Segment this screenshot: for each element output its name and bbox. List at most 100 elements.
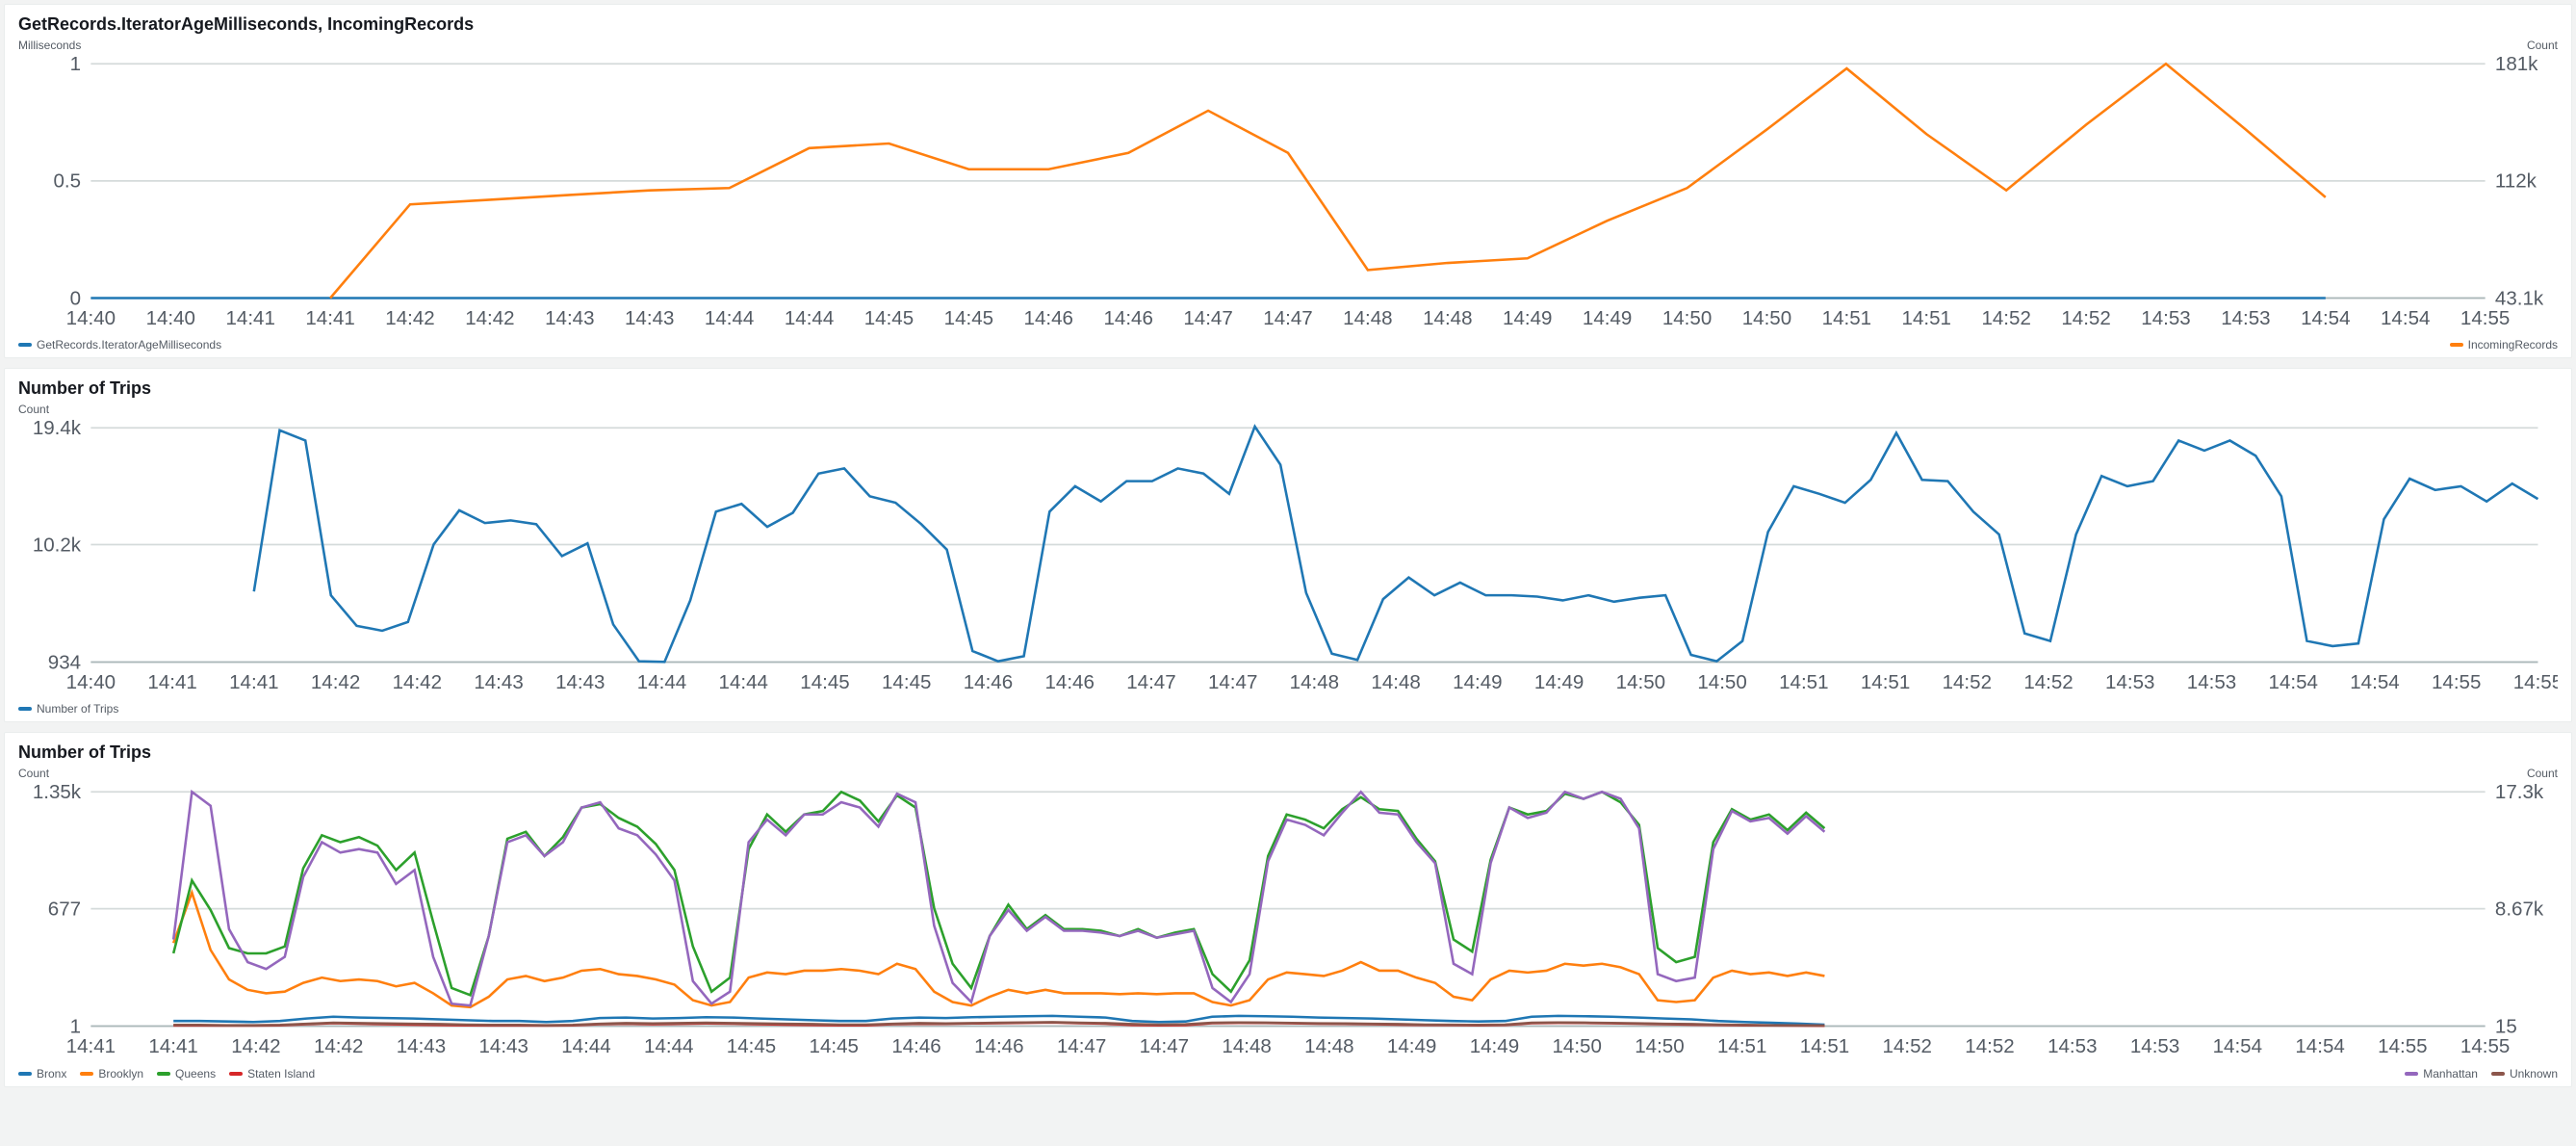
right-axis-label: Count	[2527, 39, 2558, 52]
legend-swatch	[229, 1072, 243, 1076]
svg-text:14:41: 14:41	[66, 1035, 116, 1057]
chart-panel-1: GetRecords.IteratorAgeMilliseconds, Inco…	[4, 4, 2572, 358]
svg-text:14:51: 14:51	[1861, 671, 1910, 693]
svg-text:14:42: 14:42	[385, 307, 434, 329]
svg-text:14:47: 14:47	[1183, 307, 1232, 329]
svg-text:14:43: 14:43	[474, 671, 523, 693]
svg-text:14:52: 14:52	[2023, 671, 2073, 693]
svg-text:14:43: 14:43	[545, 307, 594, 329]
svg-text:14:48: 14:48	[1222, 1035, 1271, 1057]
legend-swatch	[80, 1072, 93, 1076]
svg-text:14:44: 14:44	[637, 671, 686, 693]
svg-text:17.3k: 17.3k	[2495, 782, 2544, 803]
svg-text:14:47: 14:47	[1263, 307, 1312, 329]
svg-text:14:55: 14:55	[2432, 671, 2481, 693]
chart-1[interactable]: 00.5143.1k112k181k14:4014:4014:4114:4114…	[18, 54, 2558, 334]
svg-text:14:49: 14:49	[1387, 1035, 1436, 1057]
svg-text:0.5: 0.5	[54, 170, 82, 193]
svg-text:14:48: 14:48	[1423, 307, 1472, 329]
svg-text:14:46: 14:46	[1044, 671, 1094, 693]
legend-label: Number of Trips	[37, 702, 118, 716]
svg-text:14:45: 14:45	[727, 1035, 776, 1057]
svg-text:14:44: 14:44	[785, 307, 834, 329]
svg-text:14:54: 14:54	[2381, 307, 2430, 329]
legend-item[interactable]: Staten Island	[229, 1067, 315, 1081]
svg-text:14:46: 14:46	[1103, 307, 1152, 329]
svg-text:19.4k: 19.4k	[33, 418, 82, 439]
svg-text:14:42: 14:42	[231, 1035, 280, 1057]
chart-title: Number of Trips	[18, 378, 2558, 399]
svg-text:677: 677	[48, 899, 81, 921]
svg-text:1: 1	[70, 54, 81, 75]
svg-text:14:44: 14:44	[644, 1035, 693, 1057]
svg-text:14:43: 14:43	[555, 671, 605, 693]
svg-text:112k: 112k	[2495, 170, 2537, 193]
legend-swatch	[157, 1072, 170, 1076]
svg-text:14:48: 14:48	[1304, 1035, 1353, 1057]
svg-text:14:45: 14:45	[944, 307, 993, 329]
svg-text:14:47: 14:47	[1126, 671, 1175, 693]
chart-3[interactable]: 16771.35k158.67k17.3k14:4114:4114:4214:4…	[18, 782, 2558, 1062]
legend-swatch	[2450, 343, 2463, 347]
svg-text:14:44: 14:44	[705, 307, 754, 329]
legend-item[interactable]: Brooklyn	[80, 1067, 143, 1081]
svg-text:14:46: 14:46	[1024, 307, 1073, 329]
svg-text:10.2k: 10.2k	[33, 534, 82, 557]
legend-1: GetRecords.IteratorAgeMilliseconds Incom…	[18, 334, 2558, 352]
svg-text:14:55: 14:55	[2378, 1035, 2427, 1057]
svg-text:14:53: 14:53	[2221, 307, 2270, 329]
svg-text:14:54: 14:54	[2213, 1035, 2262, 1057]
svg-text:14:53: 14:53	[2141, 307, 2190, 329]
svg-text:181k: 181k	[2495, 54, 2538, 75]
svg-text:14:41: 14:41	[305, 307, 354, 329]
chart-title: GetRecords.IteratorAgeMilliseconds, Inco…	[18, 14, 2558, 35]
legend-label: IncomingRecords	[2468, 338, 2558, 352]
svg-text:14:54: 14:54	[2269, 671, 2318, 693]
svg-text:14:41: 14:41	[147, 671, 196, 693]
legend-swatch	[2405, 1072, 2418, 1076]
legend-item[interactable]: Queens	[157, 1067, 216, 1081]
svg-text:14:47: 14:47	[1208, 671, 1257, 693]
svg-text:14:50: 14:50	[1552, 1035, 1601, 1057]
svg-text:14:50: 14:50	[1616, 671, 1665, 693]
svg-text:14:46: 14:46	[891, 1035, 940, 1057]
svg-text:1: 1	[70, 1016, 81, 1038]
svg-text:15: 15	[2495, 1016, 2517, 1038]
svg-text:14:49: 14:49	[1583, 307, 1632, 329]
chart-panel-3: Number of Trips Count Count 16771.35k158…	[4, 732, 2572, 1086]
legend-label: Brooklyn	[98, 1067, 143, 1081]
svg-text:14:41: 14:41	[148, 1035, 197, 1057]
svg-text:14:40: 14:40	[66, 671, 116, 693]
svg-text:8.67k: 8.67k	[2495, 899, 2544, 921]
svg-text:14:50: 14:50	[1635, 1035, 1684, 1057]
legend-item[interactable]: Bronx	[18, 1067, 66, 1081]
legend-item[interactable]: IncomingRecords	[2450, 338, 2558, 352]
right-axis-label: Count	[2527, 767, 2558, 780]
legend-item[interactable]: Unknown	[2491, 1067, 2558, 1081]
svg-text:14:48: 14:48	[1343, 307, 1392, 329]
legend-swatch	[18, 707, 32, 711]
svg-text:14:40: 14:40	[66, 307, 116, 329]
svg-text:14:55: 14:55	[2460, 1035, 2510, 1057]
svg-text:14:43: 14:43	[478, 1035, 528, 1057]
svg-text:0: 0	[70, 287, 81, 309]
legend-item[interactable]: Number of Trips	[18, 702, 118, 716]
svg-text:14:54: 14:54	[2301, 307, 2350, 329]
svg-text:14:49: 14:49	[1453, 671, 1502, 693]
svg-text:14:51: 14:51	[1717, 1035, 1766, 1057]
svg-text:14:46: 14:46	[974, 1035, 1023, 1057]
svg-text:14:54: 14:54	[2295, 1035, 2344, 1057]
svg-text:14:43: 14:43	[397, 1035, 446, 1057]
svg-text:14:42: 14:42	[465, 307, 514, 329]
legend-swatch	[18, 343, 32, 347]
svg-text:14:50: 14:50	[1697, 671, 1746, 693]
svg-text:14:43: 14:43	[625, 307, 674, 329]
svg-text:14:42: 14:42	[393, 671, 442, 693]
svg-text:14:50: 14:50	[1742, 307, 1791, 329]
svg-text:14:52: 14:52	[1883, 1035, 1932, 1057]
svg-text:14:49: 14:49	[1503, 307, 1552, 329]
legend-item[interactable]: GetRecords.IteratorAgeMilliseconds	[18, 338, 221, 352]
svg-text:14:53: 14:53	[2105, 671, 2154, 693]
legend-item[interactable]: Manhattan	[2405, 1067, 2478, 1081]
chart-2[interactable]: 93410.2k19.4k14:4014:4114:4114:4214:4214…	[18, 418, 2558, 698]
